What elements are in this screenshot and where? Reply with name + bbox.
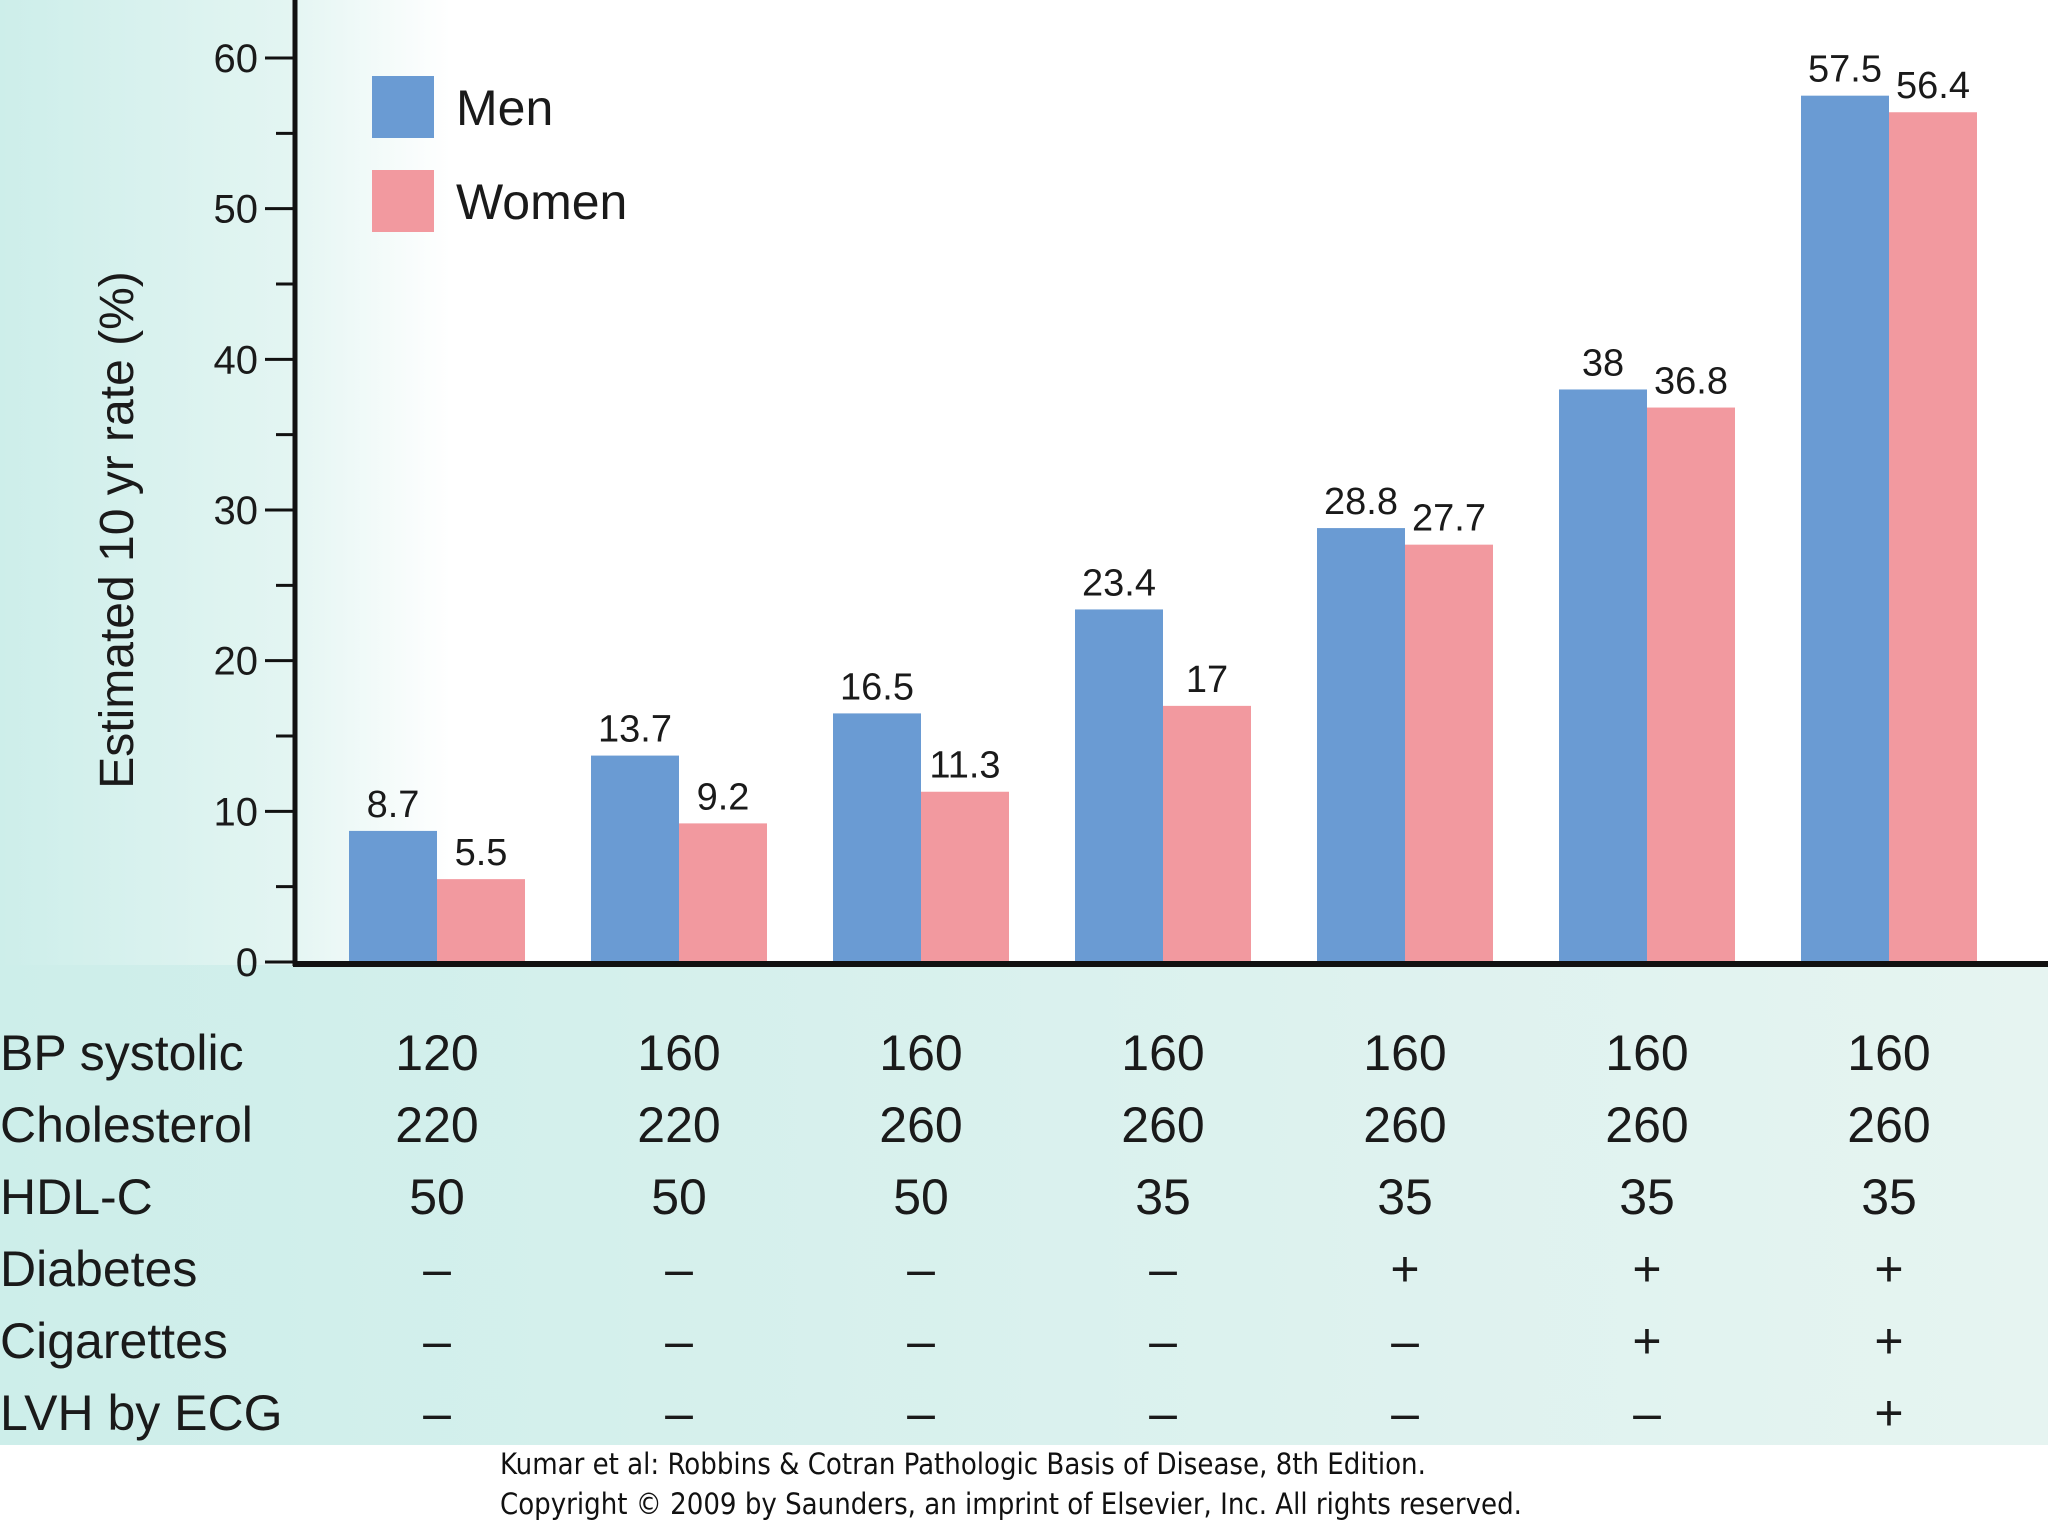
legend-label-women: Women [456, 174, 627, 230]
bar-value-label: 27.7 [1412, 498, 1486, 540]
legend: Men Women [372, 76, 627, 232]
bar-women [1647, 407, 1735, 963]
table-cell: 50 [651, 1169, 707, 1225]
table-cell: 260 [1605, 1097, 1688, 1153]
table-background [0, 965, 2048, 1445]
table-cell: 50 [409, 1169, 465, 1225]
credit-line-2: Copyright © 2009 by Saunders, an imprint… [500, 1487, 1522, 1521]
table-cell: – [423, 1385, 451, 1441]
bar-value-label: 28.8 [1324, 481, 1398, 523]
table-cell: + [1874, 1313, 1903, 1369]
bar-value-label: 16.5 [840, 666, 914, 708]
table-cell: – [665, 1385, 693, 1441]
table-row-label: Cholesterol [0, 1097, 253, 1153]
table-cell: – [1149, 1313, 1177, 1369]
table-cell: 160 [1847, 1025, 1930, 1081]
bar-women [1889, 112, 1977, 963]
y-tick-label: 30 [214, 489, 259, 533]
table-cell: 260 [1121, 1097, 1204, 1153]
table-row-label: HDL-C [0, 1169, 153, 1225]
bar-value-label: 17 [1186, 659, 1228, 701]
table-row-label: LVH by ECG [0, 1385, 283, 1441]
bar-men [1559, 389, 1647, 962]
table-cell: 35 [1377, 1169, 1433, 1225]
table-cell: 120 [395, 1025, 478, 1081]
table-row-label: BP systolic [0, 1025, 244, 1081]
chart-background [0, 0, 2048, 965]
y-axis-ticks: 0 10 20 30 40 50 60 [214, 37, 295, 985]
table-cell: 160 [1363, 1025, 1446, 1081]
risk-factor-table: BP systolic 120 160 160 160 160 160 160 Choleste… [0, 1025, 1931, 1441]
table-cell: + [1632, 1313, 1661, 1369]
bar-women [437, 879, 525, 962]
bar-value-label: 8.7 [367, 784, 420, 826]
y-tick-label: 50 [214, 188, 259, 232]
credit-line-1: Kumar et al: Robbins & Cotran Pathologic… [500, 1447, 1426, 1481]
table-cell: 260 [1363, 1097, 1446, 1153]
bar-women [1163, 705, 1251, 962]
bar-women [679, 823, 767, 962]
table-cell: – [1149, 1241, 1177, 1297]
table-cell: – [907, 1313, 935, 1369]
bar-men [1317, 528, 1405, 962]
table-row-label: Diabetes [0, 1241, 197, 1297]
table-row-label: Cigarettes [0, 1313, 228, 1369]
bar-value-label: 56.4 [1896, 65, 1970, 107]
legend-swatch-men [372, 76, 434, 138]
bar-value-label: 5.5 [455, 832, 508, 874]
bar-value-label: 38 [1582, 342, 1624, 384]
table-cell: 160 [637, 1025, 720, 1081]
bar-value-label: 36.8 [1654, 361, 1728, 403]
table-cell: – [1149, 1385, 1177, 1441]
table-cell: 260 [1847, 1097, 1930, 1153]
table-cell: 35 [1135, 1169, 1191, 1225]
table-cell: 35 [1861, 1169, 1917, 1225]
y-tick-label: 0 [236, 941, 258, 985]
table-cell: – [907, 1385, 935, 1441]
bar-men [591, 755, 679, 962]
bar-men [833, 713, 921, 962]
bar-value-label: 13.7 [598, 709, 672, 751]
table-cell: – [1391, 1313, 1419, 1369]
value-labels-group: 8.7 13.7 16.5 23.4 28.8 38 57.5 5.5 9.2 11.3 17 27.… [367, 49, 1970, 874]
table-cell: 220 [637, 1097, 720, 1153]
bar-women [921, 791, 1009, 962]
bar-men [1075, 609, 1163, 962]
table-cell: – [665, 1241, 693, 1297]
table-cell: + [1874, 1241, 1903, 1297]
bars-group [349, 95, 1977, 963]
y-tick-label: 20 [214, 640, 259, 684]
table-cell: – [1633, 1385, 1661, 1441]
y-tick-label: 60 [214, 37, 259, 81]
bar-value-label: 11.3 [929, 745, 1000, 787]
table-cell: – [1391, 1385, 1419, 1441]
y-tick-label: 10 [214, 790, 259, 834]
table-cell: + [1632, 1241, 1661, 1297]
table-cell: – [907, 1241, 935, 1297]
bar-value-label: 23.4 [1082, 562, 1156, 604]
table-cell: + [1874, 1385, 1903, 1441]
table-cell: – [665, 1313, 693, 1369]
bar-men [349, 830, 437, 962]
legend-label-men: Men [456, 80, 553, 136]
bar-value-label: 9.2 [697, 776, 750, 818]
y-tick-label: 40 [214, 338, 259, 382]
table-cell: 160 [879, 1025, 962, 1081]
table-cell: – [423, 1241, 451, 1297]
table-cell: 160 [1605, 1025, 1688, 1081]
bar-women [1405, 544, 1493, 962]
table-cell: 50 [893, 1169, 949, 1225]
bar-men [1801, 95, 1889, 962]
table-cell: 160 [1121, 1025, 1204, 1081]
table-cell: + [1390, 1241, 1419, 1297]
legend-swatch-women [372, 170, 434, 232]
table-cell: 260 [879, 1097, 962, 1153]
table-cell: – [423, 1313, 451, 1369]
bar-value-label: 57.5 [1808, 49, 1882, 91]
table-cell: 35 [1619, 1169, 1675, 1225]
table-cell: 220 [395, 1097, 478, 1153]
y-axis-label: Estimated 10 yr rate (%) [91, 271, 144, 789]
